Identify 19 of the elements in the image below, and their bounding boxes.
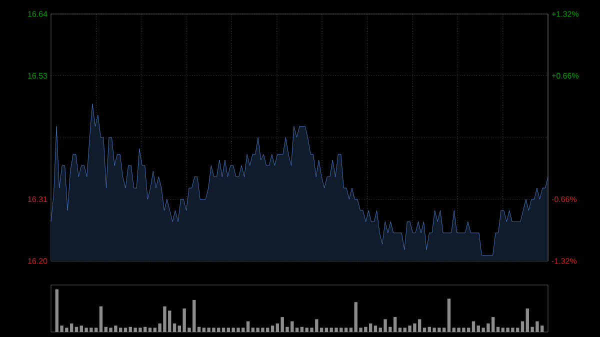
bar bbox=[496, 326, 500, 332]
bar bbox=[172, 323, 176, 332]
bar bbox=[422, 328, 426, 332]
bar bbox=[74, 326, 78, 332]
bar bbox=[374, 326, 378, 332]
bar bbox=[270, 326, 274, 332]
bar bbox=[222, 328, 226, 332]
bar bbox=[124, 328, 128, 332]
bar bbox=[349, 328, 353, 332]
bar bbox=[398, 328, 402, 332]
bar bbox=[472, 321, 476, 332]
bar bbox=[246, 321, 250, 332]
bar bbox=[99, 306, 103, 332]
bar bbox=[300, 326, 304, 332]
bar bbox=[520, 321, 524, 332]
bar bbox=[197, 326, 201, 332]
bar bbox=[324, 328, 328, 332]
bar bbox=[148, 328, 152, 332]
bar bbox=[447, 298, 451, 332]
